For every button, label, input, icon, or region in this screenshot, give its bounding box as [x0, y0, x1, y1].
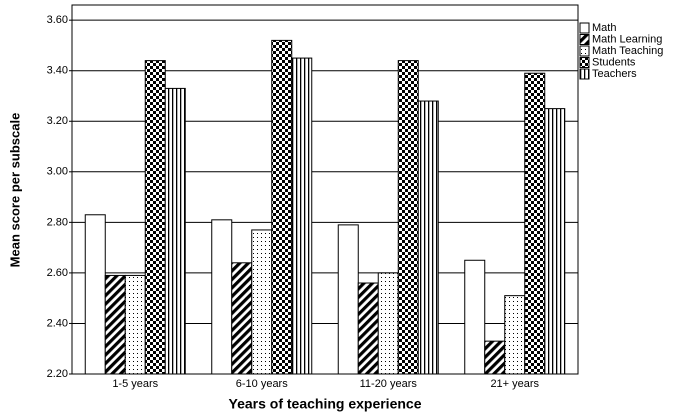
y-tick-label: 2.60 — [47, 267, 68, 279]
bar — [544, 108, 566, 375]
x-tick-label: 1-5 years — [112, 378, 158, 390]
x-tick-label: 11-20 years — [360, 378, 418, 390]
bar — [211, 219, 233, 375]
bar — [104, 274, 126, 375]
bar — [417, 100, 439, 375]
bar — [504, 295, 526, 375]
bar — [397, 60, 419, 375]
bar — [524, 72, 546, 375]
y-tick-label: 3.40 — [47, 65, 68, 77]
legend-swatch — [579, 68, 590, 80]
y-tick-label: 2.80 — [47, 216, 68, 228]
x-tick-label: 21+ years — [490, 378, 539, 390]
legend-label: Teachers — [592, 68, 637, 80]
y-axis-label: Mean score per subscale — [7, 113, 22, 268]
legend-swatch — [579, 45, 590, 57]
bar — [231, 262, 253, 375]
bar — [144, 60, 166, 375]
y-tick-label: 3.60 — [47, 14, 68, 26]
bar — [164, 87, 186, 375]
legend-swatch — [579, 22, 590, 34]
legend-swatch — [579, 34, 590, 45]
legend-label: Math Teaching — [592, 45, 663, 57]
bar — [251, 229, 273, 375]
bar — [124, 274, 146, 375]
y-tick-label: 2.40 — [47, 317, 68, 329]
bar — [357, 282, 379, 375]
bar — [291, 57, 313, 375]
x-axis-label: Years of teaching experience — [229, 396, 422, 412]
bar — [377, 272, 399, 375]
legend-label: Math — [592, 22, 616, 34]
legend-label: Students — [592, 56, 636, 68]
bar — [484, 340, 506, 375]
y-tick-label: 2.20 — [47, 368, 68, 380]
bar — [337, 224, 359, 375]
x-tick-label: 6-10 years — [236, 378, 288, 390]
bar — [84, 214, 106, 375]
legend-label: Math Learning — [592, 33, 662, 45]
bar — [271, 39, 293, 375]
bar — [464, 259, 486, 375]
y-tick-label: 3.00 — [47, 166, 68, 178]
legend-swatch — [579, 57, 590, 68]
y-tick-label: 3.20 — [47, 115, 68, 127]
